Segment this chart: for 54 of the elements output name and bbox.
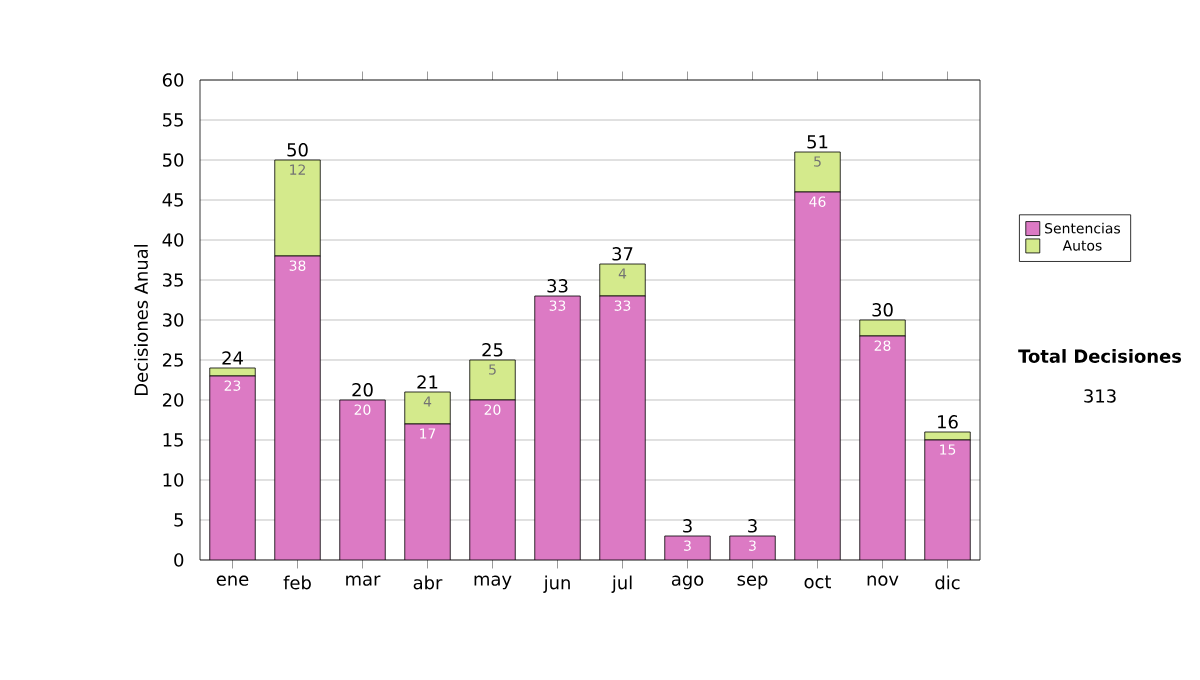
total-label: 37	[612, 247, 633, 261]
total-label: 30	[872, 303, 893, 317]
y-tick-label: 45	[162, 193, 183, 207]
bar	[859, 336, 906, 560]
y-tick-label: 15	[163, 433, 183, 447]
bar	[924, 439, 971, 560]
bar	[339, 400, 386, 560]
total-label: 3	[748, 519, 757, 533]
x-tick-label: nov	[867, 575, 899, 586]
y-tick-label: 35	[163, 273, 183, 287]
bar	[274, 256, 321, 560]
text: 313	[1084, 389, 1116, 403]
bar	[404, 424, 451, 560]
y-tick-label: 40	[162, 233, 184, 247]
bar	[404, 391, 451, 425]
y-axis-title: Decisiones Anual	[134, 244, 148, 395]
x-tick-label: ago	[671, 575, 704, 590]
y-tick-label: 60	[162, 73, 184, 87]
total-label: 21	[417, 375, 438, 389]
x-tick-label: feb	[283, 575, 311, 590]
x-tick-label: jun	[543, 575, 570, 593]
total-label: 51	[807, 135, 828, 149]
bar	[209, 376, 256, 560]
y-tick-label: 10	[163, 473, 184, 487]
x-tick-label: dic	[935, 575, 960, 590]
x-tick-label: sep	[737, 575, 768, 590]
total-label: 24	[222, 351, 243, 365]
x-tick-label: may	[474, 575, 512, 590]
x-tick-label: jul	[611, 575, 632, 593]
y-tick-label: 30	[163, 313, 184, 327]
bar	[599, 263, 646, 297]
x-tick-label: abr	[413, 575, 443, 590]
x-tick-label: mar	[346, 575, 381, 586]
y-tick-label: 0	[174, 553, 184, 567]
bar	[469, 359, 516, 401]
bar	[859, 319, 906, 337]
total-label: 50	[287, 143, 308, 157]
y-tick-label: 55	[163, 113, 183, 127]
bar	[599, 296, 646, 560]
total-label: 25	[482, 343, 503, 357]
x-tick-label: oct	[804, 575, 832, 589]
total-label: 3	[683, 519, 692, 533]
bar	[534, 296, 581, 560]
total-label: 20	[352, 383, 373, 397]
bar	[794, 192, 841, 560]
y-tick-label: 25	[162, 353, 183, 367]
x-tick-label: ene	[216, 575, 249, 586]
total-label: 16	[938, 415, 958, 429]
bar	[469, 400, 516, 560]
y-tick-label: 20	[162, 393, 184, 407]
y-tick-label: 5	[174, 513, 183, 527]
y-tick-label: 50	[163, 153, 184, 167]
total-label: 33	[547, 279, 568, 293]
text: Total Decisiones	[1018, 349, 1182, 363]
